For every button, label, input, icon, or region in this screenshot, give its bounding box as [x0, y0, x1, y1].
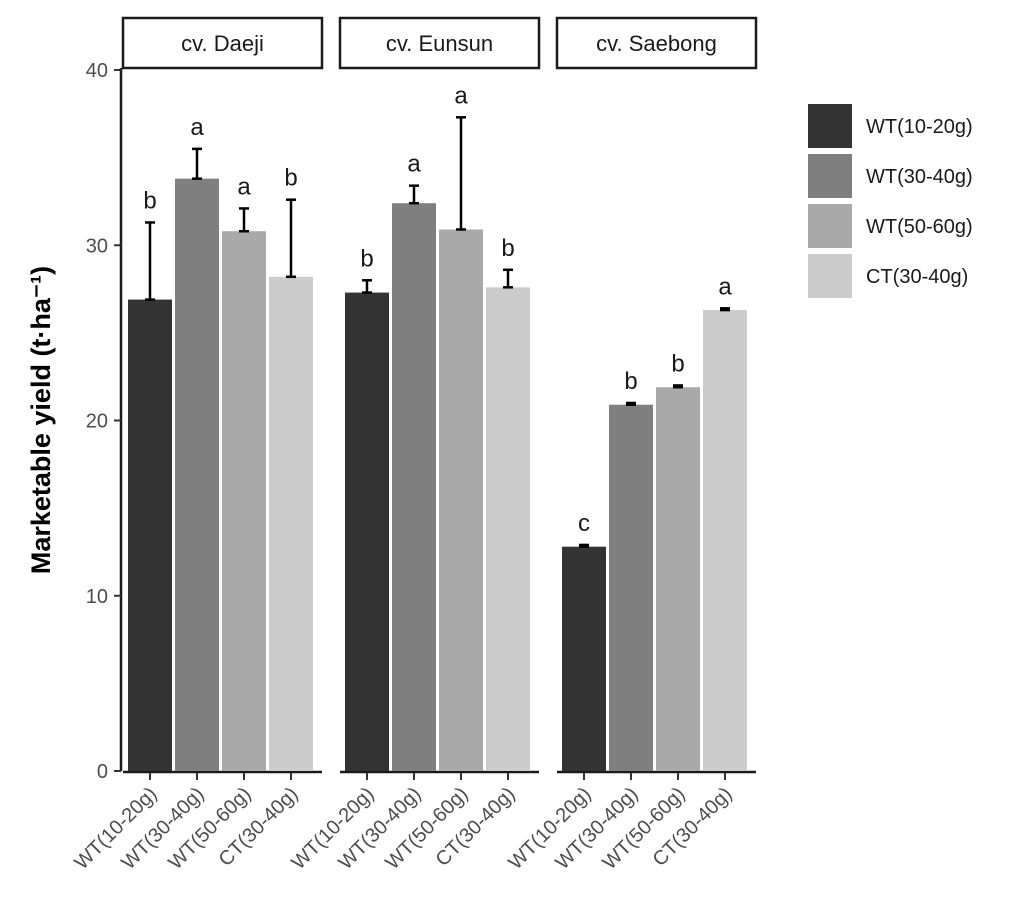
y-tick-label: 20 [86, 411, 108, 433]
significance-letter: a [237, 173, 251, 200]
y-tick-label: 30 [86, 235, 108, 257]
significance-letter: b [360, 245, 373, 272]
bar [656, 387, 700, 771]
bar [345, 292, 389, 771]
legend-key [808, 254, 852, 298]
bar [175, 178, 219, 771]
significance-letter: c [578, 510, 590, 537]
chart-panels: cv. DaejibWT(10-20g)aWT(30-40g)aWT(50-60… [71, 16, 758, 874]
panel: cv. EunsunbWT(10-20g)aWT(30-40g)aWT(50-6… [288, 16, 541, 874]
significance-letter: b [671, 350, 684, 377]
bar [128, 299, 172, 771]
legend: WT(10-20g) WT(30-40g) WT(50-60g) CT(30-40g) [808, 104, 973, 298]
significance-letter: b [624, 368, 637, 395]
legend-key [808, 154, 852, 198]
facet-strip [555, 16, 758, 70]
y-tick-label: 10 [86, 586, 108, 608]
legend-label: WT(30-40g) [866, 166, 973, 188]
bar [439, 229, 483, 772]
y-tick-label: 0 [97, 761, 108, 783]
legend-label: WT(10-20g) [866, 116, 973, 138]
facet-strip-label: cv. Saebong [596, 31, 717, 56]
facet-strip-label: cv. Daeji [181, 31, 264, 56]
bar [703, 310, 747, 771]
significance-letter: b [143, 187, 156, 214]
legend-label: WT(50-60g) [866, 216, 973, 238]
bar [222, 231, 266, 772]
facet-strip [338, 16, 541, 70]
significance-letter: a [407, 151, 421, 178]
significance-letter: a [718, 273, 732, 300]
y-axis: 0 10 20 30 40 [86, 60, 123, 783]
facet-strip-label: cv. Eunsun [386, 31, 493, 56]
legend-key [808, 104, 852, 148]
bar [609, 404, 653, 771]
bar [269, 276, 313, 771]
significance-letter: a [190, 114, 204, 141]
bar [392, 203, 436, 771]
panel: cv. DaejibWT(10-20g)aWT(30-40g)aWT(50-60… [71, 16, 324, 874]
bar [562, 546, 606, 771]
panel: cv. SaebongcWT(10-20g)bWT(30-40g)bWT(50-… [505, 16, 758, 874]
y-tick-label: 40 [86, 60, 108, 82]
significance-letter: a [454, 82, 468, 109]
y-axis-label: Marketable yield (t·ha⁻¹) [26, 266, 56, 574]
legend-key [808, 204, 852, 248]
legend-label: CT(30-40g) [866, 266, 968, 288]
significance-letter: b [501, 235, 514, 262]
significance-letter: b [284, 165, 297, 192]
bar [486, 287, 530, 771]
facet-strip [121, 16, 324, 70]
